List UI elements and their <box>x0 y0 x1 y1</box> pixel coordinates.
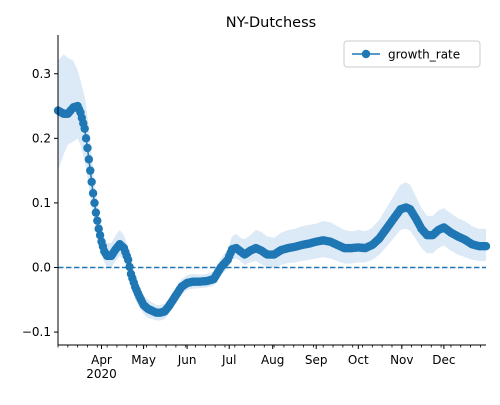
y-tick-label: 0.0 <box>32 261 51 275</box>
data-point <box>93 216 102 225</box>
data-point <box>125 262 134 272</box>
data-point <box>123 255 133 264</box>
chart-title: NY-Dutchess <box>226 15 316 31</box>
x-tick-year-label: 2020 <box>86 367 117 381</box>
x-tick-label: Jul <box>221 353 236 367</box>
data-point <box>81 134 91 143</box>
x-tick-label: Apr <box>91 353 112 367</box>
confidence-band <box>58 54 486 321</box>
x-tick-label: Aug <box>261 353 284 367</box>
data-point <box>91 208 101 217</box>
data-point <box>94 224 103 233</box>
plot-area <box>53 54 491 321</box>
data-point <box>90 198 99 208</box>
data-point <box>95 231 105 240</box>
series-markers-growth_rate <box>53 101 491 317</box>
y-tick-label: 0.1 <box>32 196 51 210</box>
data-point <box>481 241 491 251</box>
x-tick-label: Jun <box>177 353 197 367</box>
legend-label-growth_rate: growth_rate <box>388 48 460 62</box>
x-tick-label: Nov <box>390 353 413 367</box>
x-tick-label: Oct <box>348 353 369 367</box>
data-point <box>80 124 89 133</box>
y-tick-label: 0.2 <box>32 131 51 145</box>
legend: growth_rate <box>343 40 481 68</box>
data-point <box>86 166 95 175</box>
legend-box <box>343 40 481 68</box>
data-point <box>88 189 98 198</box>
data-point <box>87 177 96 187</box>
y-tick-label: −0.1 <box>22 325 51 339</box>
y-tick-label: 0.3 <box>32 67 51 81</box>
data-point <box>84 155 94 164</box>
data-point <box>83 143 92 153</box>
x-tick-label: Dec <box>432 353 455 367</box>
x-tick-label: Sep <box>305 353 328 367</box>
legend-swatch-marker <box>361 49 371 59</box>
x-tick-label: May <box>131 353 156 367</box>
